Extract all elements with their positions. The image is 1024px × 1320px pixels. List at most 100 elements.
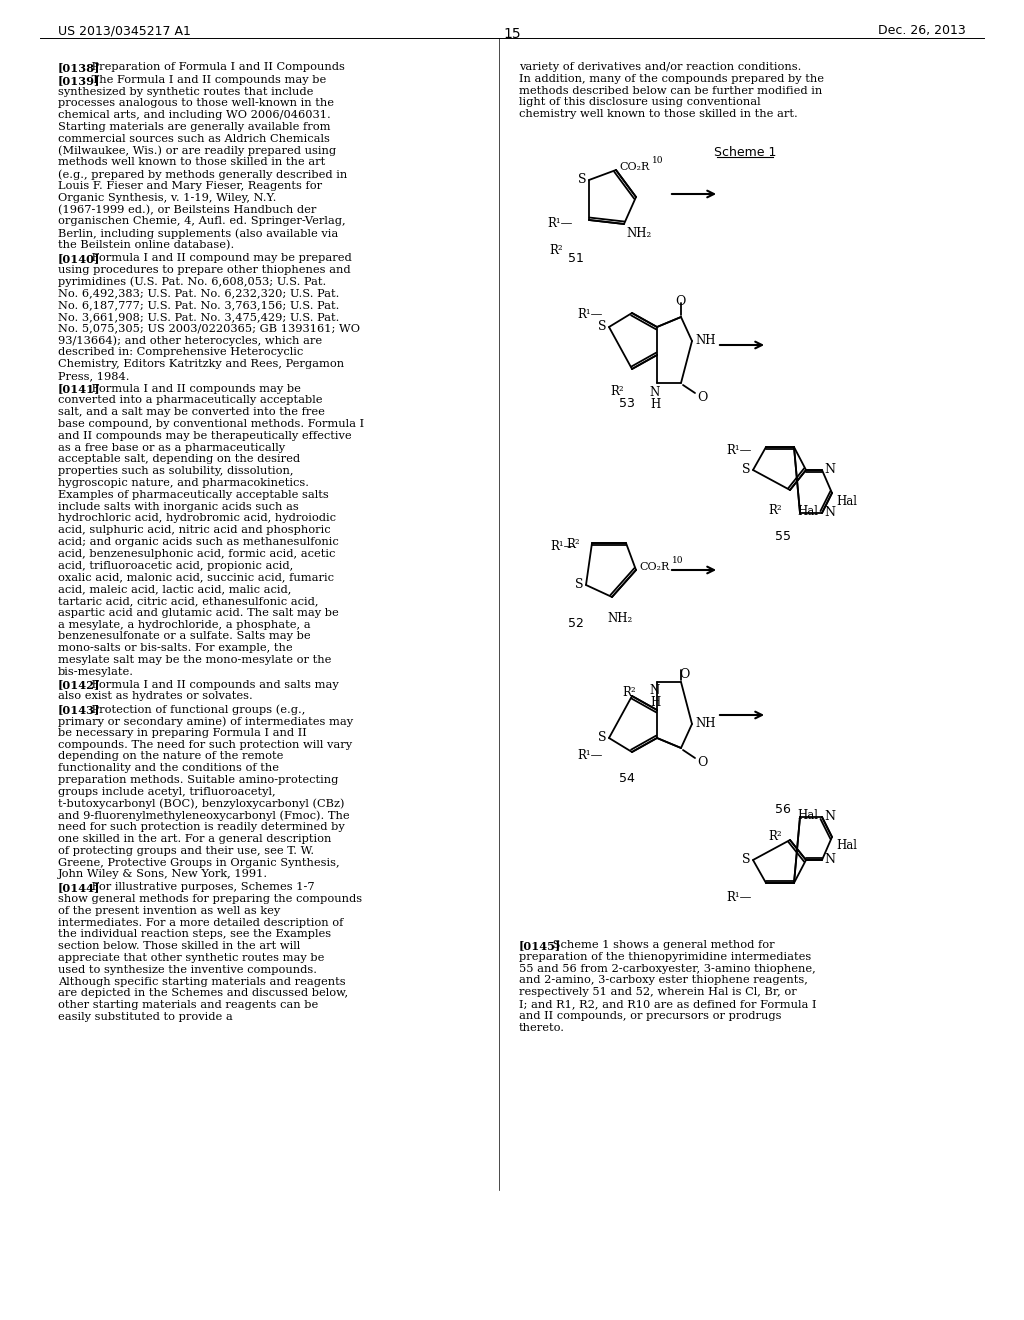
Text: bis-mesylate.: bis-mesylate. <box>58 667 134 677</box>
Text: 54: 54 <box>620 772 635 785</box>
Text: 93/13664); and other heterocycles, which are: 93/13664); and other heterocycles, which… <box>58 335 323 346</box>
Text: H: H <box>650 696 660 709</box>
Text: Hal: Hal <box>836 495 857 508</box>
Text: Press, 1984.: Press, 1984. <box>58 371 129 380</box>
Text: [0141]: [0141] <box>58 384 100 395</box>
Text: t-butoxycarbonyl (BOC), benzyloxycarbonyl (CBz): t-butoxycarbonyl (BOC), benzyloxycarbony… <box>58 799 344 809</box>
Text: benzenesulfonate or a sulfate. Salts may be: benzenesulfonate or a sulfate. Salts may… <box>58 631 310 642</box>
Text: easily substituted to provide a: easily substituted to provide a <box>58 1012 232 1022</box>
Text: 10: 10 <box>652 156 664 165</box>
Text: NH₂: NH₂ <box>626 227 651 240</box>
Text: groups include acetyl, trifluoroacetyl,: groups include acetyl, trifluoroacetyl, <box>58 787 275 797</box>
Text: 55 and 56 from 2-carboxyester, 3-amino thiophene,: 55 and 56 from 2-carboxyester, 3-amino t… <box>519 964 816 974</box>
Text: organischen Chemie, 4, Aufl. ed. Springer-Verlag,: organischen Chemie, 4, Aufl. ed. Springe… <box>58 216 346 227</box>
Text: used to synthesize the inventive compounds.: used to synthesize the inventive compoun… <box>58 965 317 974</box>
Text: N: N <box>824 463 835 477</box>
Text: of protecting groups and their use, see T. W.: of protecting groups and their use, see … <box>58 846 314 855</box>
Text: S: S <box>578 173 587 186</box>
Text: Hal: Hal <box>797 809 818 822</box>
Text: include salts with inorganic acids such as: include salts with inorganic acids such … <box>58 502 299 512</box>
Text: [0140]: [0140] <box>58 253 100 264</box>
Text: properties such as solubility, dissolution,: properties such as solubility, dissoluti… <box>58 466 294 477</box>
Text: Examples of pharmaceutically acceptable salts: Examples of pharmaceutically acceptable … <box>58 490 329 500</box>
Text: preparation of the thienopyrimidine intermediates: preparation of the thienopyrimidine inte… <box>519 952 811 962</box>
Text: NH₂: NH₂ <box>607 612 632 624</box>
Text: Protection of functional groups (e.g.,: Protection of functional groups (e.g., <box>88 704 306 714</box>
Text: mono-salts or bis-salts. For example, the: mono-salts or bis-salts. For example, th… <box>58 643 293 653</box>
Text: acceptable salt, depending on the desired: acceptable salt, depending on the desire… <box>58 454 300 465</box>
Text: N: N <box>824 506 835 519</box>
Text: [0139]: [0139] <box>58 75 100 86</box>
Text: No. 6,187,777; U.S. Pat. No. 3,763,156; U.S. Pat.: No. 6,187,777; U.S. Pat. No. 3,763,156; … <box>58 300 339 310</box>
Text: [0145]: [0145] <box>519 940 561 950</box>
Text: appreciate that other synthetic routes may be: appreciate that other synthetic routes m… <box>58 953 325 964</box>
Text: using procedures to prepare other thiophenes and: using procedures to prepare other thioph… <box>58 264 350 275</box>
Text: Greene, Protective Groups in Organic Synthesis,: Greene, Protective Groups in Organic Syn… <box>58 858 340 867</box>
Text: 55: 55 <box>775 531 791 543</box>
Text: No. 3,661,908; U.S. Pat. No. 3,475,429; U.S. Pat.: No. 3,661,908; U.S. Pat. No. 3,475,429; … <box>58 312 339 322</box>
Text: S: S <box>741 463 751 477</box>
Text: salt, and a salt may be converted into the free: salt, and a salt may be converted into t… <box>58 407 325 417</box>
Text: are depicted in the Schemes and discussed below,: are depicted in the Schemes and discusse… <box>58 989 348 998</box>
Text: R¹—: R¹— <box>547 216 572 230</box>
Text: The Formula I and II compounds may be: The Formula I and II compounds may be <box>88 75 327 84</box>
Text: aspartic acid and glutamic acid. The salt may be: aspartic acid and glutamic acid. The sal… <box>58 607 339 618</box>
Text: Dec. 26, 2013: Dec. 26, 2013 <box>879 24 966 37</box>
Text: hydrochloric acid, hydrobromic acid, hydroiodic: hydrochloric acid, hydrobromic acid, hyd… <box>58 513 336 524</box>
Text: 51: 51 <box>568 252 584 265</box>
Text: base compound, by conventional methods. Formula I: base compound, by conventional methods. … <box>58 418 365 429</box>
Text: and 9-fluorenylmethyleneoxycarbonyl (Fmoc). The: and 9-fluorenylmethyleneoxycarbonyl (Fmo… <box>58 810 349 821</box>
Text: 56: 56 <box>775 803 791 816</box>
Text: and II compounds may be therapeutically effective: and II compounds may be therapeutically … <box>58 430 351 441</box>
Text: (1967-1999 ed.), or Beilsteins Handbuch der: (1967-1999 ed.), or Beilsteins Handbuch … <box>58 205 316 215</box>
Text: N: N <box>824 853 835 866</box>
Text: depending on the nature of the remote: depending on the nature of the remote <box>58 751 284 762</box>
Text: show general methods for preparing the compounds: show general methods for preparing the c… <box>58 894 362 904</box>
Text: I; and R1, R2, and R10 are as defined for Formula I: I; and R1, R2, and R10 are as defined fo… <box>519 999 816 1008</box>
Text: and II compounds, or precursors or prodrugs: and II compounds, or precursors or prodr… <box>519 1011 781 1020</box>
Text: synthesized by synthetic routes that include: synthesized by synthetic routes that inc… <box>58 87 313 96</box>
Text: O: O <box>697 391 708 404</box>
Text: Starting materials are generally available from: Starting materials are generally availab… <box>58 121 331 132</box>
Text: a mesylate, a hydrochloride, a phosphate, a: a mesylate, a hydrochloride, a phosphate… <box>58 619 310 630</box>
Text: oxalic acid, malonic acid, succinic acid, fumaric: oxalic acid, malonic acid, succinic acid… <box>58 573 334 582</box>
Text: compounds. The need for such protection will vary: compounds. The need for such protection … <box>58 739 352 750</box>
Text: John Wiley & Sons, New York, 1991.: John Wiley & Sons, New York, 1991. <box>58 870 268 879</box>
Text: need for such protection is readily determined by: need for such protection is readily dete… <box>58 822 345 832</box>
Text: CO₂R: CO₂R <box>618 162 649 172</box>
Text: In addition, many of the compounds prepared by the: In addition, many of the compounds prepa… <box>519 74 824 83</box>
Text: S: S <box>574 578 584 591</box>
Text: 15: 15 <box>503 26 521 41</box>
Text: Chemistry, Editors Katritzky and Rees, Pergamon: Chemistry, Editors Katritzky and Rees, P… <box>58 359 344 370</box>
Text: as a free base or as a pharmaceutically: as a free base or as a pharmaceutically <box>58 442 285 453</box>
Text: acid; and organic acids such as methanesulfonic: acid; and organic acids such as methanes… <box>58 537 339 546</box>
Text: functionality and the conditions of the: functionality and the conditions of the <box>58 763 279 774</box>
Text: S: S <box>598 319 606 333</box>
Text: Louis F. Fieser and Mary Fieser, Reagents for: Louis F. Fieser and Mary Fieser, Reagent… <box>58 181 323 191</box>
Text: also exist as hydrates or solvates.: also exist as hydrates or solvates. <box>58 692 253 701</box>
Text: acid, sulphuric acid, nitric acid and phosphoric: acid, sulphuric acid, nitric acid and ph… <box>58 525 331 535</box>
Text: N: N <box>650 684 660 697</box>
Text: thereto.: thereto. <box>519 1023 565 1032</box>
Text: R²: R² <box>566 539 580 550</box>
Text: N: N <box>650 385 660 399</box>
Text: the Beilstein online database).: the Beilstein online database). <box>58 240 234 251</box>
Text: H: H <box>650 399 660 411</box>
Text: Although specific starting materials and reagents: Although specific starting materials and… <box>58 977 346 986</box>
Text: No. 6,492,383; U.S. Pat. No. 6,232,320; U.S. Pat.: No. 6,492,383; U.S. Pat. No. 6,232,320; … <box>58 288 339 298</box>
Text: Scheme 1 shows a general method for: Scheme 1 shows a general method for <box>549 940 774 950</box>
Text: R¹—: R¹— <box>577 748 602 762</box>
Text: (Milwaukee, Wis.) or are readily prepared using: (Milwaukee, Wis.) or are readily prepare… <box>58 145 336 156</box>
Text: R²: R² <box>622 686 636 700</box>
Text: respectively 51 and 52, wherein Hal is Cl, Br, or: respectively 51 and 52, wherein Hal is C… <box>519 987 797 997</box>
Text: pyrimidines (U.S. Pat. No. 6,608,053; U.S. Pat.: pyrimidines (U.S. Pat. No. 6,608,053; U.… <box>58 276 327 286</box>
Text: [0138]: [0138] <box>58 62 100 73</box>
Text: methods well known to those skilled in the art: methods well known to those skilled in t… <box>58 157 326 168</box>
Text: the individual reaction steps, see the Examples: the individual reaction steps, see the E… <box>58 929 331 940</box>
Text: O: O <box>697 756 708 770</box>
Text: methods described below can be further modified in: methods described below can be further m… <box>519 86 822 95</box>
Text: S: S <box>741 853 751 866</box>
Text: Hal: Hal <box>836 840 857 851</box>
Text: Hal: Hal <box>797 506 818 517</box>
Text: 10: 10 <box>672 556 683 565</box>
